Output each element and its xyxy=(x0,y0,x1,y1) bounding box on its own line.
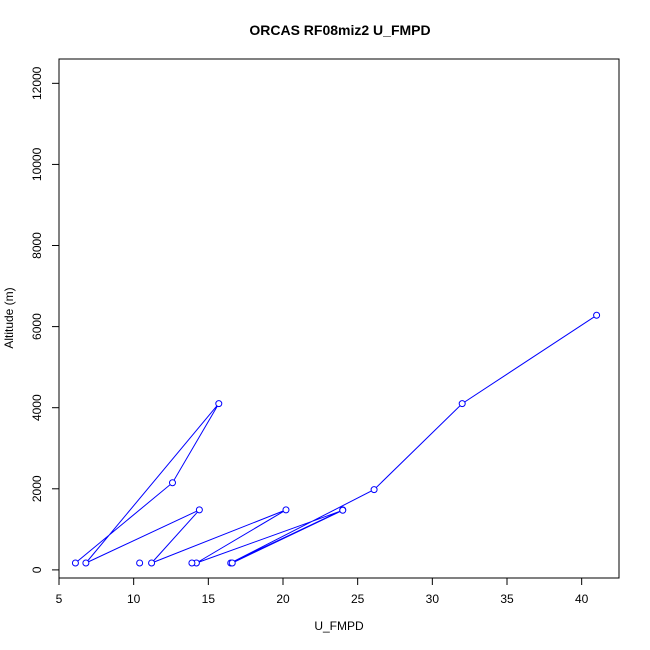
y-tick-label: 0 xyxy=(30,566,44,573)
data-point xyxy=(593,311,601,319)
y-tick-label: 2000 xyxy=(30,475,44,502)
y-axis-label: Altitude (m) xyxy=(2,287,16,348)
series-line xyxy=(75,314,597,564)
data-point xyxy=(339,506,347,514)
data-point xyxy=(148,559,156,567)
data-point xyxy=(168,479,176,487)
data-point xyxy=(188,559,196,567)
series-layer xyxy=(71,311,601,567)
y-axis: 0 2000 4000 6000 8000 10000 12000 xyxy=(30,66,60,573)
data-point xyxy=(195,506,203,514)
data-point xyxy=(228,559,236,567)
data-point xyxy=(136,559,144,567)
data-point xyxy=(71,559,79,567)
x-tick-label: 35 xyxy=(500,592,514,606)
x-tick-label: 15 xyxy=(202,592,216,606)
y-tick-label: 10000 xyxy=(30,147,44,181)
x-tick-label: 40 xyxy=(575,592,589,606)
x-tick-label: 20 xyxy=(276,592,290,606)
data-point xyxy=(215,400,223,408)
x-tick-label: 30 xyxy=(426,592,440,606)
plot-area-frame xyxy=(58,58,620,579)
y-tick-label: 4000 xyxy=(30,394,44,421)
x-tick-label: 25 xyxy=(351,592,365,606)
x-axis: 5 10 15 20 25 30 35 40 xyxy=(56,577,589,606)
y-tick-label: 6000 xyxy=(30,313,44,340)
data-point xyxy=(370,486,378,494)
data-point xyxy=(282,506,290,514)
data-point xyxy=(458,400,466,408)
chart-title: ORCAS RF08miz2 U_FMPD xyxy=(249,22,430,38)
x-axis-label: U_FMPD xyxy=(314,619,364,633)
x-tick-label: 10 xyxy=(127,592,141,606)
data-point xyxy=(82,559,90,567)
x-tick-label: 5 xyxy=(56,592,63,606)
y-tick-label: 12000 xyxy=(30,66,44,100)
y-tick-label: 8000 xyxy=(30,232,44,259)
